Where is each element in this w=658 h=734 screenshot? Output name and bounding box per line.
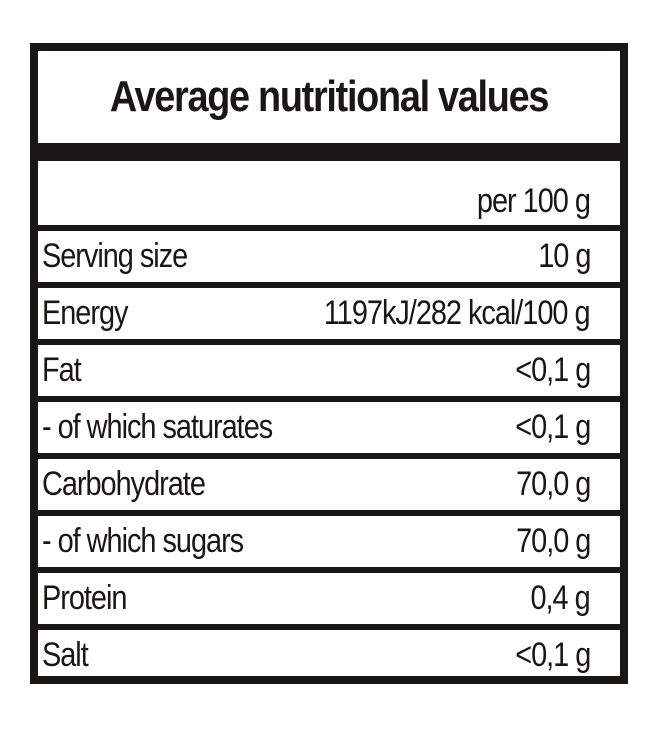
row-value: <0,1 g xyxy=(514,636,591,674)
per-100g-label: per 100 g xyxy=(477,182,591,220)
row-energy: Energy 1197kJ/282 kcal/100 g xyxy=(38,282,620,339)
row-name: Protein xyxy=(42,579,127,617)
row-serving-size: Serving size 10 g xyxy=(38,225,620,282)
title-divider xyxy=(38,143,620,161)
row-protein: Protein 0,4 g xyxy=(38,567,620,624)
row-name: - of which saturates xyxy=(42,408,273,446)
row-name: - of which sugars xyxy=(42,522,244,560)
row-carbohydrate: Carbohydrate 70,0 g xyxy=(38,453,620,510)
row-fat: Fat <0,1 g xyxy=(38,339,620,396)
row-name: Fat xyxy=(42,351,82,389)
row-value: 1197kJ/282 kcal/100 g xyxy=(324,294,591,332)
row-value: 70,0 g xyxy=(515,522,591,560)
row-name: Salt xyxy=(42,636,89,674)
row-name: Serving size xyxy=(42,237,188,275)
row-name: Energy xyxy=(42,294,128,332)
row-value: <0,1 g xyxy=(514,351,591,389)
row-value: <0,1 g xyxy=(514,408,591,446)
label-title: Average nutritional values xyxy=(109,72,550,121)
row-salt: Salt <0,1 g xyxy=(38,624,620,681)
row-value: 0,4 g xyxy=(530,579,591,617)
row-sugars: - of which sugars 70,0 g xyxy=(38,510,620,567)
header-row: per 100 g xyxy=(38,161,620,225)
nutrition-label: Average nutritional values per 100 g Ser… xyxy=(30,43,628,684)
row-name: Carbohydrate xyxy=(42,465,206,503)
row-saturates: - of which saturates <0,1 g xyxy=(38,396,620,453)
row-value: 70,0 g xyxy=(515,465,591,503)
row-value: 10 g xyxy=(537,237,591,275)
